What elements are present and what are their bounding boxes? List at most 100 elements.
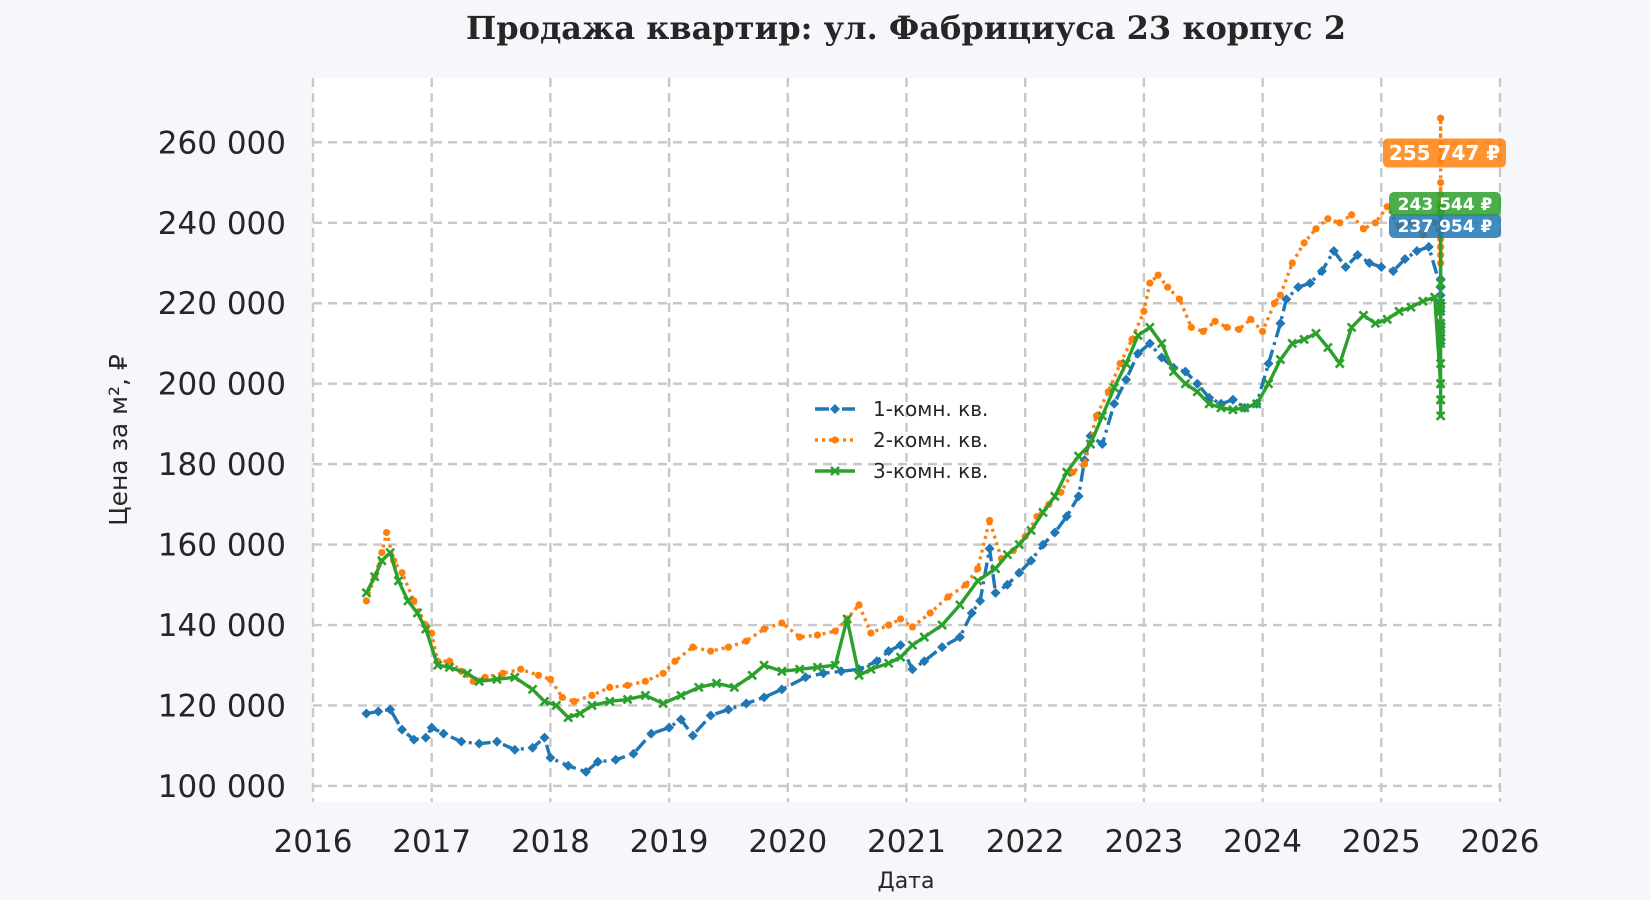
data-point xyxy=(1270,299,1279,307)
data-point xyxy=(1140,307,1148,315)
data-point xyxy=(610,754,621,765)
data-point xyxy=(1400,254,1411,264)
data-point xyxy=(397,724,408,735)
data-point xyxy=(693,682,704,693)
data-point xyxy=(623,681,632,689)
data-point xyxy=(1080,460,1089,468)
data-point xyxy=(378,549,386,557)
data-point xyxy=(747,670,758,681)
data-point xyxy=(1235,325,1243,333)
data-point xyxy=(742,637,750,645)
data-point xyxy=(1334,358,1345,369)
data-point xyxy=(908,623,917,631)
chart-title: Продажа квартир: ул. Фабрициуса 23 корпу… xyxy=(466,9,1346,47)
data-point xyxy=(420,732,431,743)
data-point xyxy=(1437,178,1445,187)
data-point xyxy=(1132,348,1143,359)
data-point xyxy=(408,734,419,745)
data-point xyxy=(944,593,952,601)
data-point xyxy=(1352,249,1363,260)
data-point xyxy=(509,672,520,683)
data-point xyxy=(361,587,372,598)
data-point xyxy=(1180,366,1191,377)
legend-marker xyxy=(831,436,839,444)
data-point xyxy=(606,683,614,691)
data-point xyxy=(1049,527,1060,538)
data-point xyxy=(895,640,906,651)
last-value-badge xyxy=(1383,138,1506,168)
data-point xyxy=(962,581,970,589)
data-point xyxy=(855,601,863,609)
legend-marker xyxy=(830,404,840,414)
data-point xyxy=(474,676,485,687)
data-point xyxy=(659,669,667,677)
data-point xyxy=(474,738,485,749)
data-point xyxy=(581,766,592,777)
data-point xyxy=(741,698,752,709)
last-value-label: 255 747 ₽ xyxy=(1389,141,1500,165)
data-point xyxy=(1175,295,1184,303)
data-point xyxy=(1411,245,1422,256)
data-point xyxy=(1002,549,1013,560)
last-value-badge xyxy=(1389,214,1501,238)
y-tick-label: 180 000 xyxy=(158,447,286,483)
data-point xyxy=(675,714,686,725)
data-point xyxy=(1116,359,1124,368)
data-point xyxy=(974,565,982,573)
x-tick-label: 2022 xyxy=(986,824,1065,860)
data-point xyxy=(1275,318,1286,329)
data-point xyxy=(398,569,406,577)
data-point xyxy=(1311,328,1321,339)
data-point xyxy=(641,677,649,685)
x-tick-label: 2026 xyxy=(1461,824,1540,860)
data-point xyxy=(723,704,734,715)
data-point xyxy=(896,615,905,623)
data-point xyxy=(1435,410,1446,421)
data-point xyxy=(831,627,839,635)
data-point xyxy=(800,672,811,683)
data-point xyxy=(759,660,769,671)
data-point xyxy=(492,674,502,685)
data-point xyxy=(1275,354,1286,365)
data-point xyxy=(1109,382,1120,393)
data-point xyxy=(1069,468,1077,476)
data-point xyxy=(1026,525,1037,536)
data-point xyxy=(403,595,413,606)
y-tick-label: 220 000 xyxy=(158,286,286,322)
data-point xyxy=(1388,266,1399,277)
data-point xyxy=(570,697,578,706)
data-point xyxy=(1211,317,1219,325)
data-point xyxy=(491,736,502,747)
data-point xyxy=(705,710,716,721)
data-point xyxy=(1435,358,1446,369)
data-point xyxy=(1376,262,1387,273)
data-point xyxy=(689,643,697,651)
data-point xyxy=(1073,451,1084,462)
data-point xyxy=(1168,366,1179,377)
data-point xyxy=(907,640,918,651)
data-point xyxy=(1316,266,1327,277)
data-point xyxy=(1263,378,1274,389)
data-point xyxy=(711,678,722,689)
last-value-badge xyxy=(1389,192,1501,216)
data-point xyxy=(794,664,805,675)
data-point xyxy=(1437,114,1445,122)
data-point xyxy=(1164,283,1172,291)
data-point xyxy=(558,693,566,702)
data-point xyxy=(1340,262,1351,273)
tick-labels: 2016 2017 2018 2019 2020 2021 2022 2023 2024 2025… xyxy=(158,125,1540,860)
data-point xyxy=(1180,378,1191,389)
x-tick-label: 2021 xyxy=(867,824,946,860)
data-point xyxy=(937,620,948,630)
data-point xyxy=(658,698,669,709)
data-point xyxy=(975,595,986,606)
data-point xyxy=(907,664,918,675)
x-tick-label: 2023 xyxy=(1104,824,1183,860)
data-point xyxy=(871,656,882,667)
data-point xyxy=(1371,219,1379,227)
data-point xyxy=(776,666,787,677)
data-point xyxy=(1073,491,1084,502)
data-point xyxy=(1061,467,1072,478)
data-point xyxy=(867,629,875,637)
data-point xyxy=(462,668,473,679)
